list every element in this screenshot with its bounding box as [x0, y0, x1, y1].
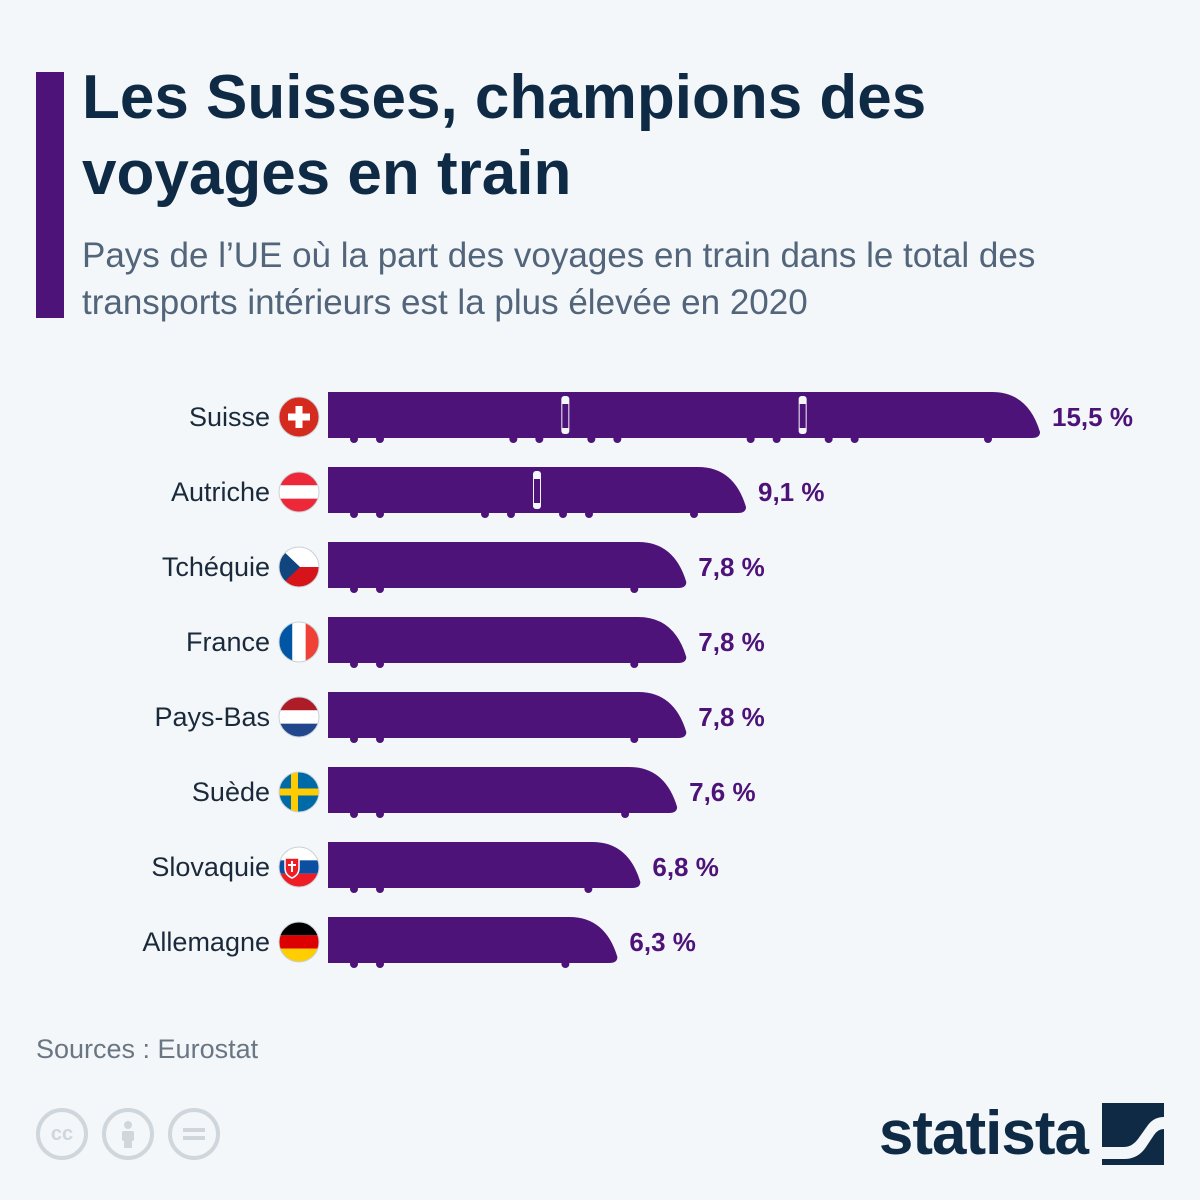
bar — [328, 842, 641, 893]
value-label: 7,6 % — [689, 777, 756, 807]
value-label: 7,8 % — [698, 702, 765, 732]
no-derivatives-icon — [168, 1108, 220, 1160]
brand-name: statista — [878, 1099, 1089, 1168]
bar-row-suède: Suède 7,6 % — [192, 767, 756, 818]
bar — [328, 692, 687, 743]
source-note: Sources : Eurostat — [36, 1034, 259, 1064]
category-label: Pays-Bas — [154, 702, 270, 732]
accent-bar — [36, 72, 64, 318]
value-label: 15,5 % — [1052, 402, 1133, 432]
bar — [328, 542, 687, 593]
cc-icon: cc — [36, 1108, 88, 1160]
flag-switzerland-icon — [278, 396, 320, 438]
chart-title: Les Suisses, champions des voyages en tr… — [82, 63, 927, 208]
flag-germany-icon — [278, 921, 320, 963]
statista-logo-icon — [1102, 1102, 1164, 1165]
category-label: France — [186, 627, 270, 657]
bar-row-france: France 7,8 % — [186, 617, 765, 668]
bar — [328, 467, 747, 518]
flag-netherlands-icon — [278, 696, 320, 738]
bar — [328, 392, 1040, 443]
category-label: Autriche — [171, 477, 270, 507]
flag-austria-icon — [278, 471, 320, 513]
bar — [328, 767, 678, 818]
bar-row-allemagne: Allemagne 6,3 % — [142, 917, 696, 968]
bar-row-autriche: Autriche 9,1 % — [171, 467, 825, 518]
flag-sweden-icon — [278, 771, 320, 813]
category-label: Allemagne — [142, 927, 270, 957]
bar-chart: Suisse 15,5 %Autriche 9,1 %Tchéquie 7,8 %Fr… — [142, 392, 1133, 968]
value-label: 7,8 % — [698, 627, 765, 657]
brand: statista — [879, 1098, 1164, 1169]
license-icons: cc — [36, 1108, 220, 1160]
category-label: Tchéquie — [162, 552, 270, 582]
bar-row-tchéquie: Tchéquie 7,8 % — [162, 542, 765, 593]
bar-row-slovaquie: Slovaquie 6,8 % — [151, 842, 719, 893]
flag-france-icon — [278, 621, 320, 663]
chart-subtitle: Pays de l’UE où la part des voyages en t… — [82, 236, 1036, 322]
flag-czechia-icon — [278, 546, 320, 588]
bar — [328, 617, 687, 668]
category-label: Slovaquie — [151, 852, 270, 882]
value-label: 6,3 % — [629, 927, 696, 957]
category-label: Suède — [192, 777, 270, 807]
value-label: 7,8 % — [698, 552, 765, 582]
category-label: Suisse — [189, 402, 270, 432]
bar-row-suisse: Suisse 15,5 % — [189, 392, 1133, 443]
value-label: 6,8 % — [652, 852, 719, 882]
value-label: 9,1 % — [758, 477, 825, 507]
flag-slovakia-icon — [278, 846, 320, 888]
bar-row-pays-bas: Pays-Bas 7,8 % — [154, 692, 765, 743]
attribution-icon — [102, 1108, 154, 1160]
bar — [328, 917, 618, 968]
